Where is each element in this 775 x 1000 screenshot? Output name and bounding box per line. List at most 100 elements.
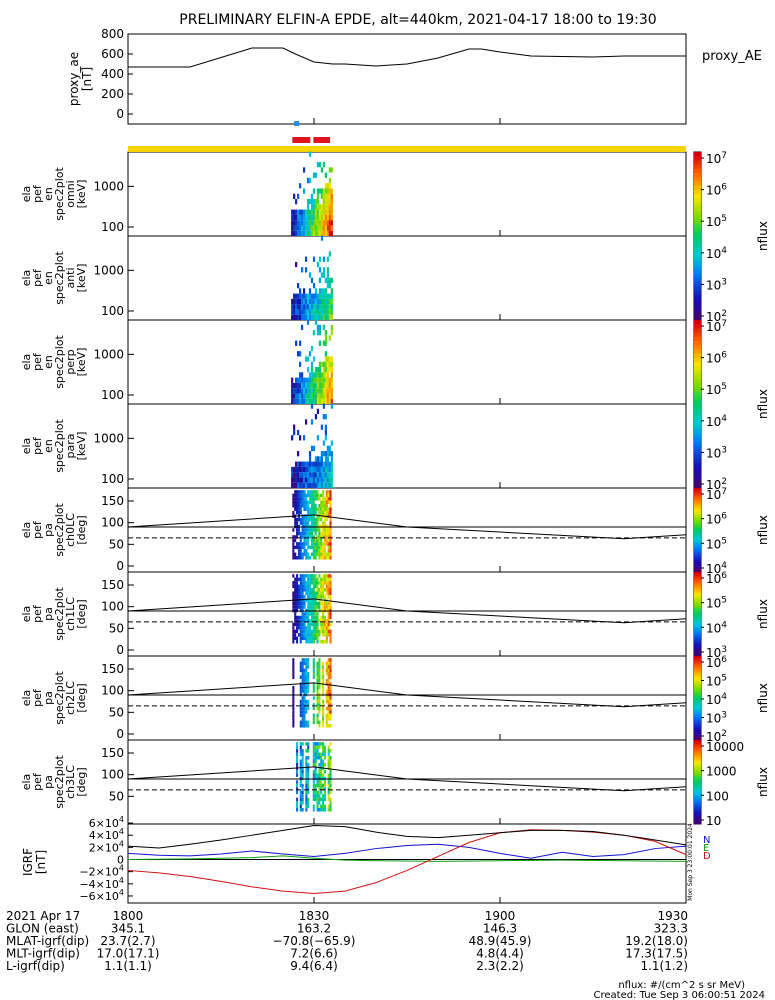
energy-cell <box>324 199 327 205</box>
pitch-cell <box>329 594 332 599</box>
pitch-cell <box>329 542 332 546</box>
colorbar-segment <box>694 530 701 533</box>
pitch-cell <box>292 500 295 505</box>
pitch-cell <box>320 545 323 550</box>
pitch-cell <box>292 556 295 560</box>
pitch-cell <box>296 545 299 550</box>
pitch-cell <box>301 574 304 578</box>
energy-cell <box>322 388 326 394</box>
energy-cell <box>308 461 312 467</box>
pitch-cell <box>301 689 304 693</box>
pitch-cell <box>316 678 319 683</box>
pitch-cell <box>327 500 330 505</box>
energy-cell <box>304 220 308 226</box>
energy-cell <box>291 466 294 473</box>
energy-cell <box>324 314 327 320</box>
pitch-cell <box>320 591 323 595</box>
pitch-cell <box>318 790 321 795</box>
energy-cell <box>314 319 318 325</box>
colorbar-segment <box>694 784 701 787</box>
pitch-ytick-label: 150 <box>101 662 124 676</box>
pitch-cell <box>299 591 302 595</box>
pitch-cell <box>323 504 327 508</box>
energy-cell <box>302 461 306 467</box>
colorbar-segment <box>694 794 701 798</box>
energy-cell <box>314 414 318 420</box>
pitch-cell <box>297 619 300 623</box>
energy-cell <box>304 309 308 315</box>
pitch-cell <box>305 612 308 616</box>
energy-cell <box>330 461 333 467</box>
energy-cell <box>328 204 331 210</box>
energy-cell <box>297 466 300 473</box>
colorbar-segment <box>694 399 701 405</box>
pitch-cell <box>305 497 308 501</box>
pitch-ylabel: elapefpaspec2plotch2LC[deg] <box>20 671 88 725</box>
colorbar-segment <box>694 210 701 216</box>
pitch-ylabel-line: spec2plot <box>53 587 66 641</box>
pitch-cell <box>301 703 304 707</box>
energy-cell <box>324 398 327 404</box>
energy-cell <box>300 309 304 315</box>
energy-cell <box>310 277 314 284</box>
pitch-ylabel-line: pa <box>42 691 55 705</box>
energy-cell <box>310 304 314 310</box>
pitch-cell <box>314 769 317 774</box>
energy-cell <box>302 314 306 320</box>
energy-cell <box>302 435 306 441</box>
energy-cell <box>297 220 300 226</box>
pitch-cell <box>299 521 302 525</box>
energy-cell <box>328 220 331 226</box>
pitch-cell <box>307 500 310 505</box>
colorbar-segment <box>694 231 701 237</box>
pitch-cell <box>312 749 315 753</box>
energy-cell <box>320 456 324 462</box>
colorbar-segment <box>694 525 701 529</box>
energy-cell <box>297 377 300 383</box>
pitch-cell <box>294 517 297 522</box>
pitch-cell <box>305 591 308 595</box>
pitch-cell <box>329 545 332 550</box>
pitch-cell <box>323 804 327 809</box>
pitch-cell <box>322 752 325 757</box>
pitch-cell <box>327 699 330 704</box>
footer-row-value: 146.3 <box>483 922 517 936</box>
energy-cell <box>298 309 302 315</box>
energy-cell <box>293 209 296 215</box>
pitch-cell <box>292 689 295 693</box>
proxy-ae-ytick-label: 400 <box>101 67 124 81</box>
pitch-cell <box>310 588 313 592</box>
energy-cell <box>298 220 302 226</box>
pitch-ylabel-line: [deg] <box>75 683 88 712</box>
pitch-cell <box>318 619 321 623</box>
pitch-cell <box>301 742 304 746</box>
pitch-cell <box>294 538 297 543</box>
pitch-cell <box>322 629 325 634</box>
pitch-cell <box>320 581 323 585</box>
pitch-cell <box>329 710 332 714</box>
pitch-cell <box>322 773 325 777</box>
pitch-cell <box>305 514 308 518</box>
pitch-cell <box>320 594 323 599</box>
energy-cell <box>330 167 333 173</box>
pitch-cell <box>305 500 308 505</box>
energy-cell <box>306 319 310 325</box>
energy-cell <box>293 424 296 430</box>
pitch-cell <box>309 612 312 616</box>
energy-cell <box>326 372 329 378</box>
pitch-ylabel-line: ela <box>20 606 33 623</box>
energy-cell <box>322 314 326 320</box>
energy-cell <box>298 225 302 231</box>
pitch-cell <box>327 514 330 518</box>
pitch-ytick-label: 150 <box>101 494 124 508</box>
pitch-cell <box>327 759 330 763</box>
colorbar-segment <box>694 471 701 476</box>
pitch-cell <box>307 545 310 550</box>
energy-cell <box>328 367 331 373</box>
pitch-cell <box>303 724 306 728</box>
energy-cell <box>302 477 306 483</box>
pitch-cell <box>301 633 304 637</box>
pitch-cell <box>307 507 310 511</box>
pitch-cell <box>325 633 328 637</box>
energy-cell <box>318 377 322 383</box>
